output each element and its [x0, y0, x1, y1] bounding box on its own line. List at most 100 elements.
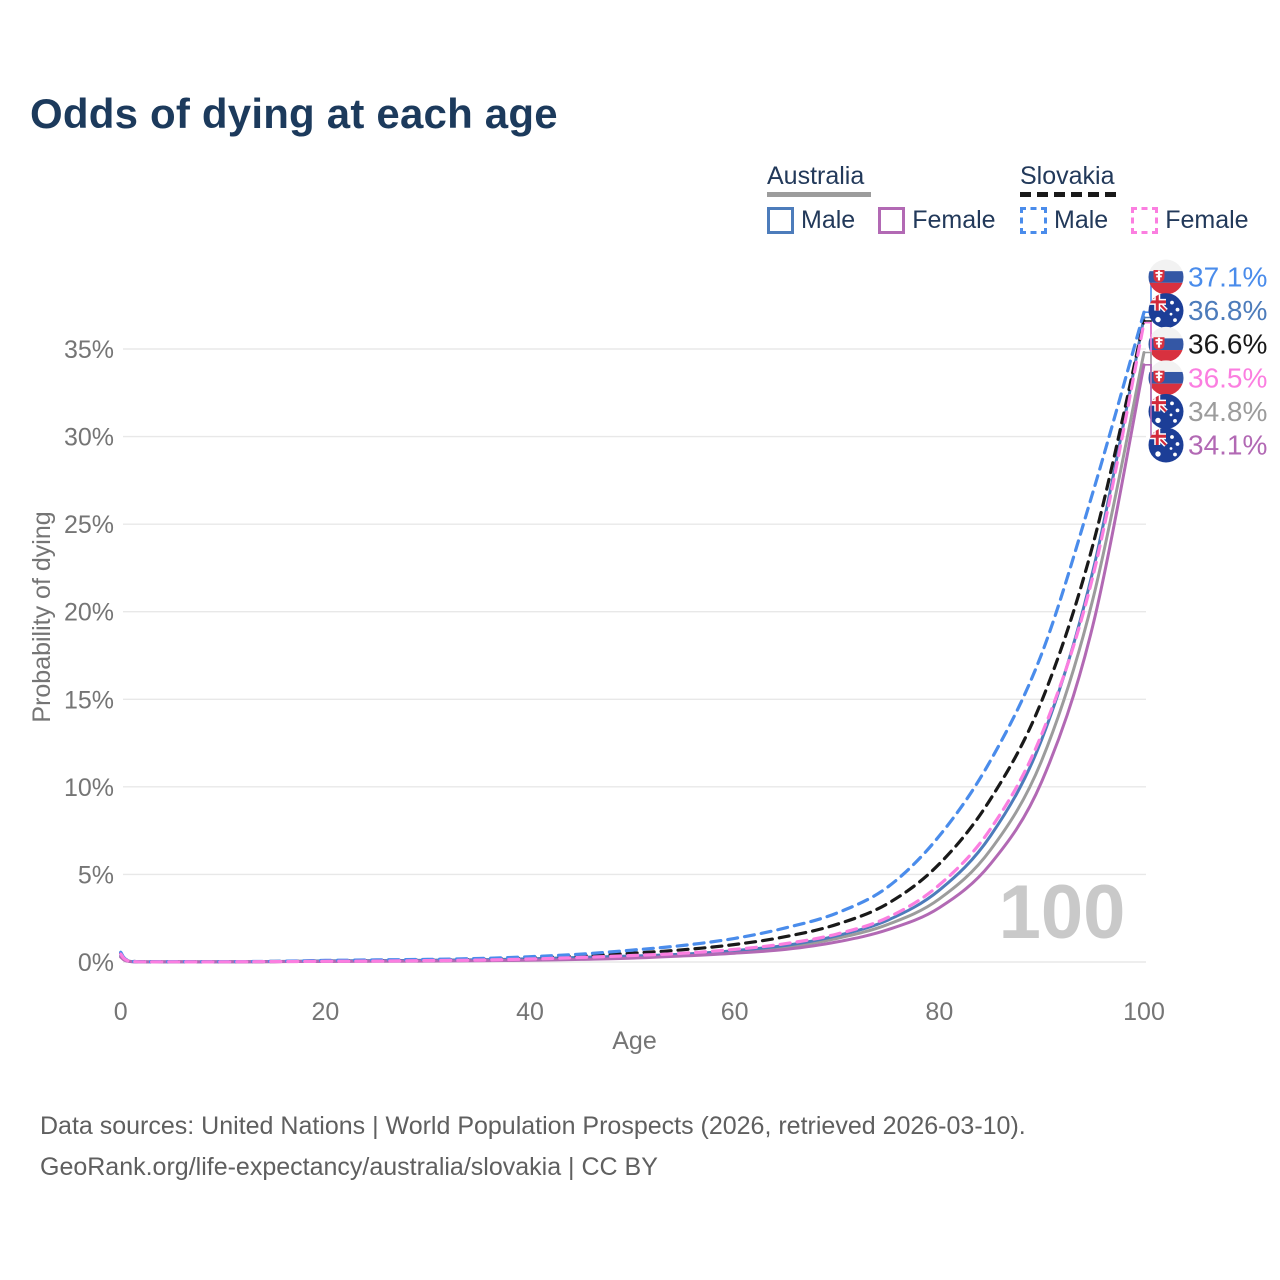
sk-cross-bar-lower [1156, 342, 1162, 345]
sk-cross-vertical [1157, 270, 1161, 281]
legend-item-label: Female [1165, 206, 1249, 234]
end-label-connector-sk_female [1144, 321, 1157, 379]
series-line-sk_female [119, 321, 1146, 964]
x-tick-label: 0 [114, 998, 128, 1026]
legend-item-australia-female[interactable]: Female [878, 206, 996, 235]
x-tick-label: 60 [721, 998, 749, 1026]
y-tick-label: 10% [64, 774, 114, 802]
flag-australia-icon [1148, 427, 1184, 463]
x-tick-label: 80 [925, 998, 953, 1026]
end-value-label-sk_both: 36.6% [1188, 329, 1267, 360]
sk-blue-band [1148, 371, 1184, 384]
flag-australia-icon [1148, 393, 1184, 429]
legend-item-australia-male[interactable]: Male [767, 206, 855, 235]
sk-shield [1153, 370, 1165, 384]
slovakia-male-swatch-icon [1020, 207, 1047, 234]
au-jack-red-diagonal [1148, 427, 1167, 446]
au-blue-field [1148, 293, 1184, 329]
sk-white-band [1148, 326, 1184, 339]
legend-country-slovakia[interactable]: Slovakia [1020, 162, 1115, 190]
y-tick-label: 25% [64, 511, 114, 539]
slovakia-line-style-swatch [1020, 192, 1117, 197]
sk-cross-bar-upper [1155, 272, 1163, 274]
flag-slovakia-icon [1148, 360, 1184, 396]
legend-country-australia[interactable]: Australia [767, 162, 865, 190]
flag-australia-icon [1148, 293, 1184, 329]
au-star [1155, 451, 1161, 457]
x-tick-label: 20 [311, 998, 339, 1026]
legend-item-slovakia-male[interactable]: Male [1020, 206, 1108, 235]
au-jack-red-diagonal [1148, 393, 1167, 413]
au-star [1170, 435, 1174, 439]
au-star [1170, 401, 1174, 406]
legend-item-label: Male [1054, 206, 1109, 234]
legend-item-label: Female [912, 206, 996, 234]
attribution-text: GeoRank.org/life-expectancy/australia/sl… [40, 1153, 658, 1181]
sk-cross-vertical [1157, 371, 1161, 382]
x-tick-label: 40 [516, 998, 544, 1026]
end-value-label-au_both: 34.8% [1188, 396, 1267, 427]
legend-group-slovakia: Slovakia Male Female [1020, 163, 1249, 235]
australia-male-swatch-icon [767, 207, 794, 234]
sk-red-band [1148, 350, 1184, 362]
sk-cross-bar-lower [1156, 275, 1162, 278]
flag-art [1148, 326, 1184, 362]
australia-line-style-swatch [767, 192, 871, 197]
slovakia-female-swatch-icon [1131, 207, 1159, 234]
sk-cross-bar-upper [1155, 339, 1163, 342]
au-jack-white-diagonal [1148, 293, 1168, 313]
y-tick-label: 15% [64, 686, 114, 714]
end-label-connector-au_female [1144, 364, 1157, 446]
series-line-au_male [119, 316, 1146, 964]
sk-shield [1153, 270, 1165, 283]
end-label-connector-sk_both [1144, 320, 1157, 345]
end-label-connector-au_male [1144, 309, 1157, 319]
flag-slovakia-icon [1148, 326, 1184, 362]
series-line-au_both [119, 351, 1146, 964]
sk-white-band [1148, 360, 1184, 372]
legend: Australia Male Female Slovakia Male Fema… [0, 163, 1280, 243]
legend-group-australia: Australia Male Female [767, 163, 996, 235]
x-tick-label: 100 [1123, 998, 1165, 1026]
legend-item-slovakia-female[interactable]: Female [1131, 206, 1249, 235]
legend-row-australia: Male Female [767, 206, 996, 235]
series-line-sk_male [119, 310, 1146, 964]
end-value-label-sk_male: 37.1% [1188, 262, 1267, 293]
chart-footer: Data sources: United Nations | World Pop… [40, 1106, 1026, 1188]
flag-slovakia-icon [1148, 259, 1184, 295]
sk-cross-bar-upper [1155, 372, 1163, 375]
series-line-au_female [119, 363, 1146, 964]
au-star [1175, 442, 1180, 446]
au-jack-white-diagonal [1148, 427, 1168, 447]
legend-item-label: Male [801, 206, 856, 234]
au-star [1173, 452, 1177, 457]
end-label-connector-au_both [1144, 351, 1157, 413]
sk-blue-band [1148, 271, 1184, 283]
sk-white-band [1148, 259, 1184, 272]
x-axis-title: Age [612, 1027, 656, 1055]
end-value-label-au_female: 34.1% [1188, 430, 1267, 461]
flag-art [1148, 293, 1184, 329]
end-value-label-au_male: 36.8% [1188, 295, 1267, 326]
australia-female-swatch-icon [878, 207, 906, 234]
au-star [1155, 316, 1161, 323]
y-tick-label: 30% [64, 424, 114, 452]
page-title: Odds of dying at each age [30, 90, 558, 137]
data-sources-text: Data sources: United Nations | World Pop… [40, 1112, 1026, 1140]
sk-shield [1153, 337, 1165, 350]
legend-row-slovakia: Male Female [1020, 206, 1249, 235]
sk-blue-band [1148, 338, 1184, 351]
sk-red-band [1148, 282, 1184, 295]
au-star [1173, 419, 1177, 423]
sk-red-band [1148, 383, 1184, 396]
au-blue-field [1148, 393, 1184, 429]
au-star [1169, 447, 1173, 450]
au-jack-red-diagonal [1148, 293, 1167, 312]
flag-art [1148, 360, 1184, 396]
au-star [1175, 307, 1180, 312]
flag-art [1148, 427, 1184, 463]
au-star [1169, 413, 1173, 417]
au-jack-white-diagonal [1148, 393, 1168, 414]
au-star [1169, 312, 1173, 316]
series-line-sk_both [119, 319, 1146, 964]
